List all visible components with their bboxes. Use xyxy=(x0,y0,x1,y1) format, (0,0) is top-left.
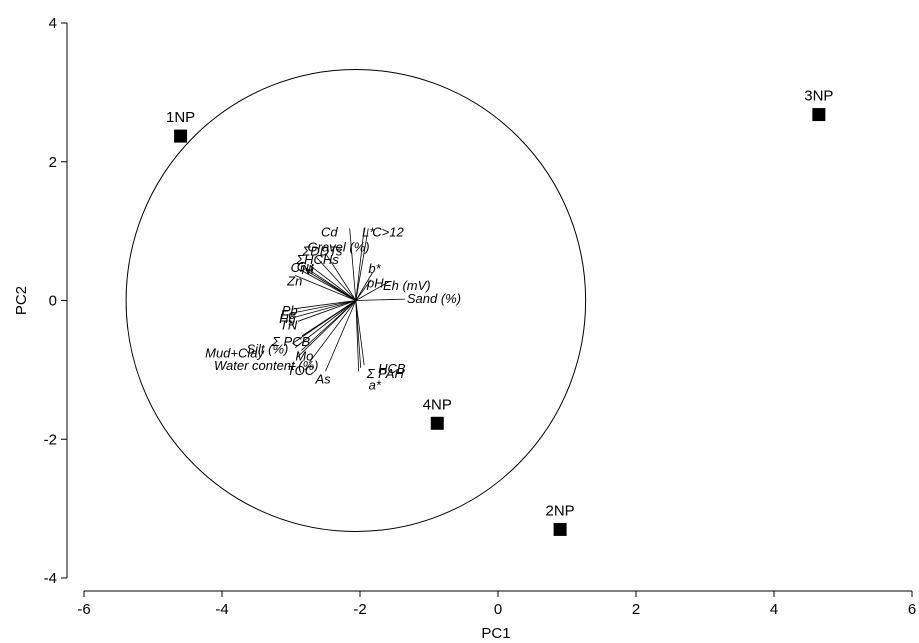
x-axis-label: PC1 xyxy=(481,625,510,642)
loading-label-mo: Mo xyxy=(295,348,313,363)
x-tick-label: 4 xyxy=(770,601,778,618)
loading-label-hchs: ΣHCHs xyxy=(295,252,339,267)
loading-label-water-content: Water content (%) xyxy=(214,358,319,373)
loading-vector-c-12 xyxy=(355,228,369,301)
loading-vector-a xyxy=(355,300,360,372)
loading-vector-cd xyxy=(349,228,357,301)
loading-label-silt: Silt (%) xyxy=(246,342,288,357)
y-tick-label: 4 xyxy=(49,15,57,32)
loading-label-pb: Pb xyxy=(282,303,298,318)
loading-label-tn: TN xyxy=(280,317,298,332)
loading-label-hcb: HCB xyxy=(378,361,406,376)
loading-label-cd: Cd xyxy=(321,224,338,239)
point-label-4np: 4NP xyxy=(423,396,452,413)
point-1np xyxy=(174,129,188,143)
loading-vector-fe xyxy=(292,300,356,314)
loading-vector-silt xyxy=(292,300,357,344)
loading-vector-hcb xyxy=(355,300,365,366)
loading-vector-gravel xyxy=(325,253,357,301)
correlation-circle xyxy=(125,68,587,533)
loading-vector-pb xyxy=(293,300,356,310)
loading-label-toc: TOC xyxy=(287,363,315,378)
loading-vector-hchs xyxy=(310,265,357,301)
point-label-2np: 2NP xyxy=(546,502,575,519)
loading-label-fe: Fe xyxy=(280,307,295,322)
loading-vector-mud-clay xyxy=(294,300,357,348)
x-tick-label: 6 xyxy=(908,601,916,618)
loading-label-cr: Cr xyxy=(291,260,305,275)
axes: -6 -4 -2 0 2 4 6 -4 -2 0 2 4 xyxy=(44,15,917,618)
point-2np xyxy=(553,522,567,536)
y-tick-label: 2 xyxy=(49,154,57,171)
loading-vector-eh-mv xyxy=(355,281,390,301)
point-3np xyxy=(812,108,826,122)
loading-label-zn: Zn xyxy=(286,274,302,289)
loading-label-hg: Hg xyxy=(279,311,296,326)
loading-label-eh-mv: Eh (mV) xyxy=(383,278,431,293)
loading-label-mud-clay: Mud+Clay xyxy=(205,346,265,361)
correlation-circle-layer xyxy=(125,68,587,533)
point-label-1np: 1NP xyxy=(166,109,195,126)
x-tick-label: 0 xyxy=(494,601,502,618)
loading-vector-l xyxy=(355,228,365,301)
point-label-3np: 3NP xyxy=(804,88,833,105)
loading-label-pah: Σ PAH xyxy=(366,366,405,381)
loading-label-ph: pH xyxy=(366,276,384,291)
loading-label-l: L* xyxy=(362,224,375,239)
loading-vectors: Cd L*C>12 b*pH Eh (mV)Sand (%) Gravel (%)ΣDD… xyxy=(205,224,461,392)
x-tick-label: -6 xyxy=(77,601,90,618)
loading-vector-sand xyxy=(355,298,405,301)
loading-label-as: As xyxy=(315,371,332,386)
loading-vector-tn xyxy=(297,300,356,322)
y-tick-label: -4 xyxy=(44,570,57,587)
loading-label-sand: Sand (%) xyxy=(407,291,461,306)
loading-label-c-12: C>12 xyxy=(372,224,404,239)
x-tick-label: 2 xyxy=(632,601,640,618)
loading-vector-ph xyxy=(355,279,372,301)
loading-label-b: b* xyxy=(368,261,381,276)
loading-vector-zn xyxy=(294,275,357,301)
loading-vector-water-content xyxy=(296,300,357,359)
point-4np xyxy=(430,416,444,430)
loading-label-gravel: Gravel (%) xyxy=(308,239,370,254)
loading-vector-hg xyxy=(295,300,356,318)
loading-vector-cr xyxy=(300,269,357,301)
loading-label-ddts: ΣDDTs xyxy=(302,243,343,258)
y-axis-label: PC2 xyxy=(13,286,30,315)
loading-vector-ddts xyxy=(316,257,357,301)
loading-vector-toc xyxy=(308,300,357,364)
x-tick-label: -4 xyxy=(215,601,228,618)
y-tick-label: -2 xyxy=(44,431,57,448)
loading-vector-b xyxy=(355,272,373,301)
y-tick-label: 0 xyxy=(49,293,57,310)
x-tick-label: -2 xyxy=(353,601,366,618)
loading-vector-as xyxy=(325,300,357,372)
loading-label-ni: Ni xyxy=(301,262,314,277)
loading-label-a: a* xyxy=(369,377,382,392)
site-points: 1NP 3NP 4NP 2NP xyxy=(166,88,833,536)
